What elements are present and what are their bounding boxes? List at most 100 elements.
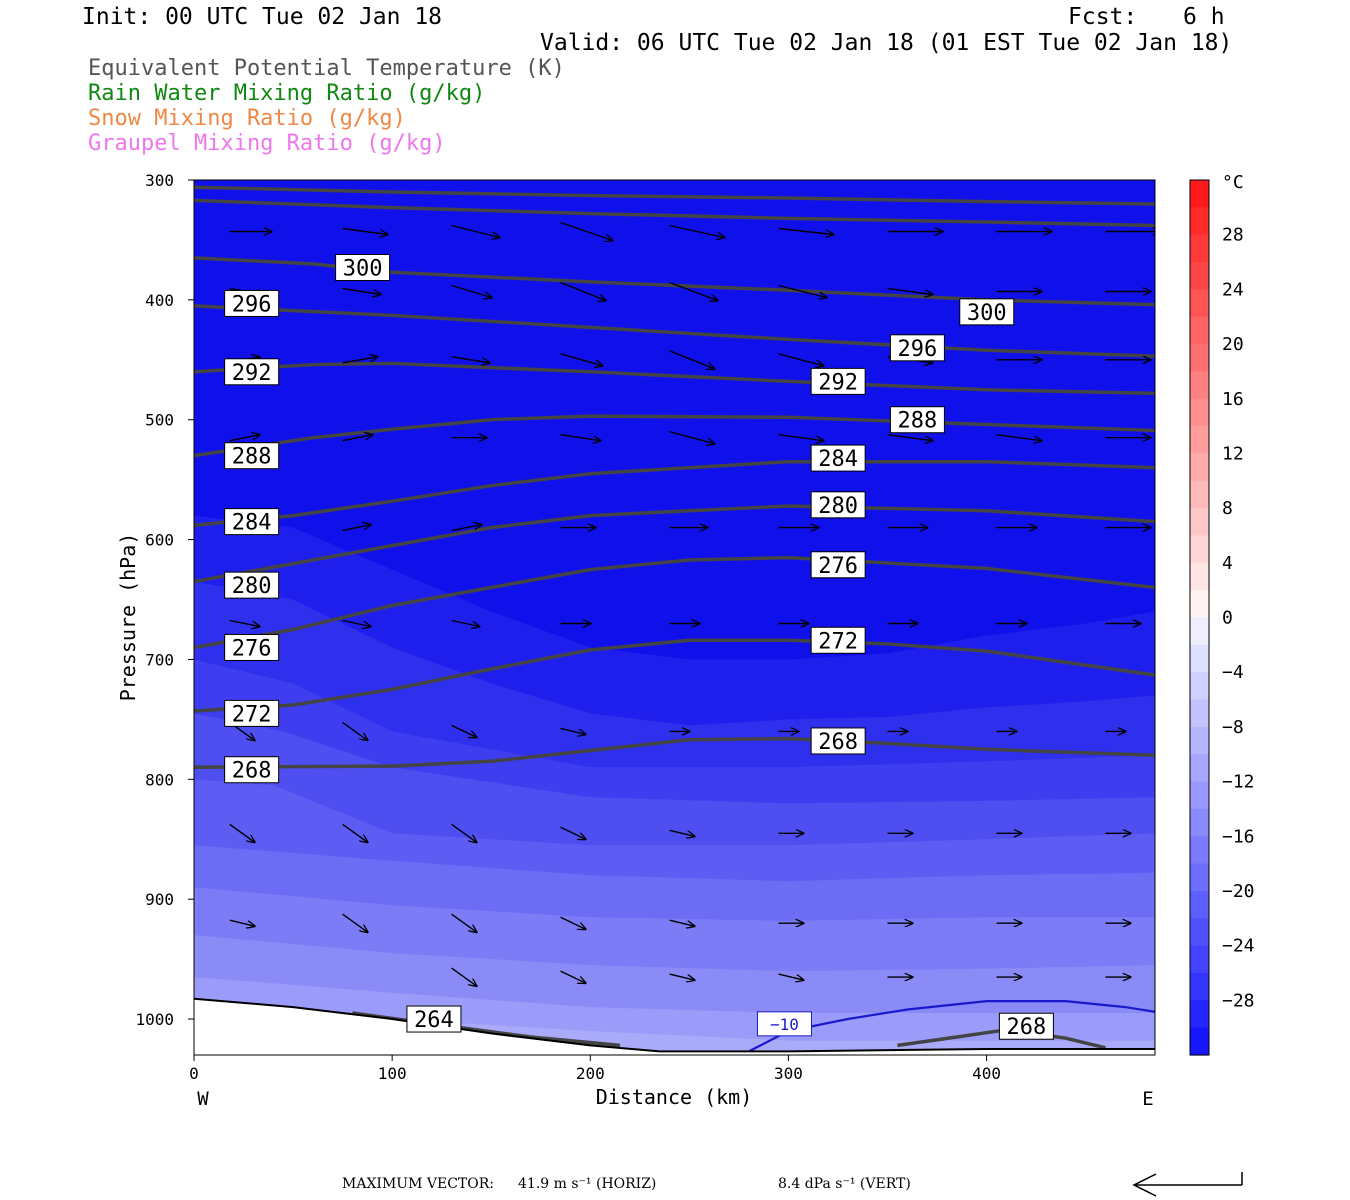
contour-label-box [406, 1005, 462, 1033]
contour-label: 264 [414, 1008, 454, 1033]
colorbar-segment [1190, 180, 1209, 208]
valid-time: Valid: 06 UTC Tue 02 Jan 18 (01 EST Tue … [540, 30, 1233, 56]
isotherm-label-box [756, 1011, 812, 1037]
wind-vector [560, 221, 613, 241]
colorbar-segment [1190, 535, 1209, 564]
contour-label-box [998, 1012, 1054, 1040]
wind-vector [342, 721, 368, 740]
wind-vector [342, 823, 368, 842]
wind-vector [887, 287, 933, 295]
colorbar-segment [1190, 316, 1209, 345]
colorbar-label: −8 [1222, 717, 1244, 738]
wind-vector [451, 224, 500, 238]
x-tick-label: 300 [774, 1064, 803, 1083]
theta-e-contour [194, 459, 1155, 527]
wind-vector [342, 913, 368, 932]
x-tick-label: 0 [189, 1064, 199, 1083]
colorbar-segment [1190, 207, 1209, 236]
colorbar-label: 28 [1222, 225, 1244, 246]
theta-e-contour [194, 198, 1155, 228]
contour-label: 296 [898, 337, 938, 362]
wind-vector [342, 357, 378, 364]
contour-label-box [810, 626, 866, 654]
colorbar-label: 8 [1222, 498, 1233, 519]
contour-label-box [224, 633, 280, 661]
wind-vector [669, 431, 715, 444]
wind-vector [669, 829, 695, 836]
max-vector-label: MAXIMUM VECTOR: [342, 1176, 494, 1192]
theta-e-contour [194, 304, 1155, 358]
contour-label: 288 [232, 445, 272, 470]
colorbar-segment [1190, 371, 1209, 400]
axes: 300 400 500 600 700 800 900 1000 0 100 200 300 400 [135, 171, 1001, 1083]
colorbar-label: −12 [1222, 772, 1255, 793]
colorbar-segment [1190, 973, 1209, 1001]
colorbar-segment [1190, 562, 1209, 591]
forecast-hour: 6 h [1183, 4, 1225, 30]
colorbar-segment [1190, 289, 1209, 318]
plot-frame [193, 179, 1156, 1056]
forecast-label: Fcst: [1068, 4, 1138, 30]
wind-vector [229, 619, 260, 627]
colorbar-segment [1190, 453, 1209, 482]
y-tick-label: 700 [145, 650, 174, 669]
wind-vector [451, 284, 492, 298]
contour-label-box [889, 334, 945, 362]
contour-label: 300 [967, 301, 1007, 326]
legend-theta-e: Equivalent Potential Temperature (K) [88, 56, 565, 81]
contour-label-box [959, 298, 1015, 326]
colorbar-segment [1190, 863, 1209, 892]
contour-label: 280 [818, 494, 858, 519]
contour-label-box [224, 358, 280, 386]
colorbar-segment [1190, 754, 1209, 783]
colorbar-segment [1190, 1000, 1209, 1029]
wind-vector [778, 973, 804, 980]
colorbar-frame [1189, 179, 1210, 1056]
wind-vector [451, 913, 477, 932]
wind-vector [887, 434, 933, 441]
wind-vector [669, 281, 718, 301]
wind-vector [996, 434, 1042, 441]
contour-label: 268 [1007, 1015, 1047, 1040]
terrain-fill [194, 998, 1155, 1055]
wind-vector [778, 227, 834, 235]
wind-vector [342, 227, 388, 235]
colorbar-segment [1190, 672, 1209, 701]
init-time: Init: 00 UTC Tue 02 Jan 18 [82, 4, 443, 30]
x-right-end-label: E [1142, 1088, 1153, 1110]
y-tick-label: 800 [145, 770, 174, 789]
wind-vector [669, 350, 715, 369]
contour-label: 288 [898, 409, 938, 434]
x-left-end-label: W [197, 1088, 209, 1110]
colorbar-segment [1190, 781, 1209, 810]
contour-label: 292 [232, 361, 272, 386]
contour-label: 296 [232, 292, 272, 317]
contour-label: 280 [232, 574, 272, 599]
contour-label-box [810, 491, 866, 519]
wind-vector [669, 919, 695, 926]
y-tick-label: 1000 [135, 1010, 174, 1029]
colorbar-label: 12 [1222, 443, 1244, 464]
wind-vector [669, 224, 725, 238]
contour-label: 276 [232, 636, 272, 661]
legend-snow: Snow Mixing Ratio (g/kg) [88, 106, 406, 131]
colorbar-label: 0 [1222, 608, 1233, 629]
legend-rain: Rain Water Mixing Ratio (g/kg) [88, 81, 486, 106]
contour-label: 284 [818, 447, 858, 472]
wind-vector [342, 619, 371, 627]
wind-vector [451, 724, 477, 737]
colorbar-label: −24 [1222, 936, 1255, 957]
colorbar-segment [1190, 480, 1209, 509]
theta-e-contour [194, 361, 1155, 396]
wind-vector [229, 919, 255, 926]
colorbar-segment [1190, 918, 1209, 947]
wind-vector [778, 353, 824, 366]
max-vector-horiz: 41.9 m s⁻¹ (HORIZ) [518, 1176, 657, 1192]
wind-vector [451, 823, 477, 842]
theta-e-contour [194, 185, 1155, 206]
isotherm-layer: −10 [748, 1000, 1155, 1053]
colorbar-segment [1190, 590, 1209, 619]
x-tick-label: 100 [378, 1064, 407, 1083]
colorbar-unit: °C [1222, 172, 1244, 193]
